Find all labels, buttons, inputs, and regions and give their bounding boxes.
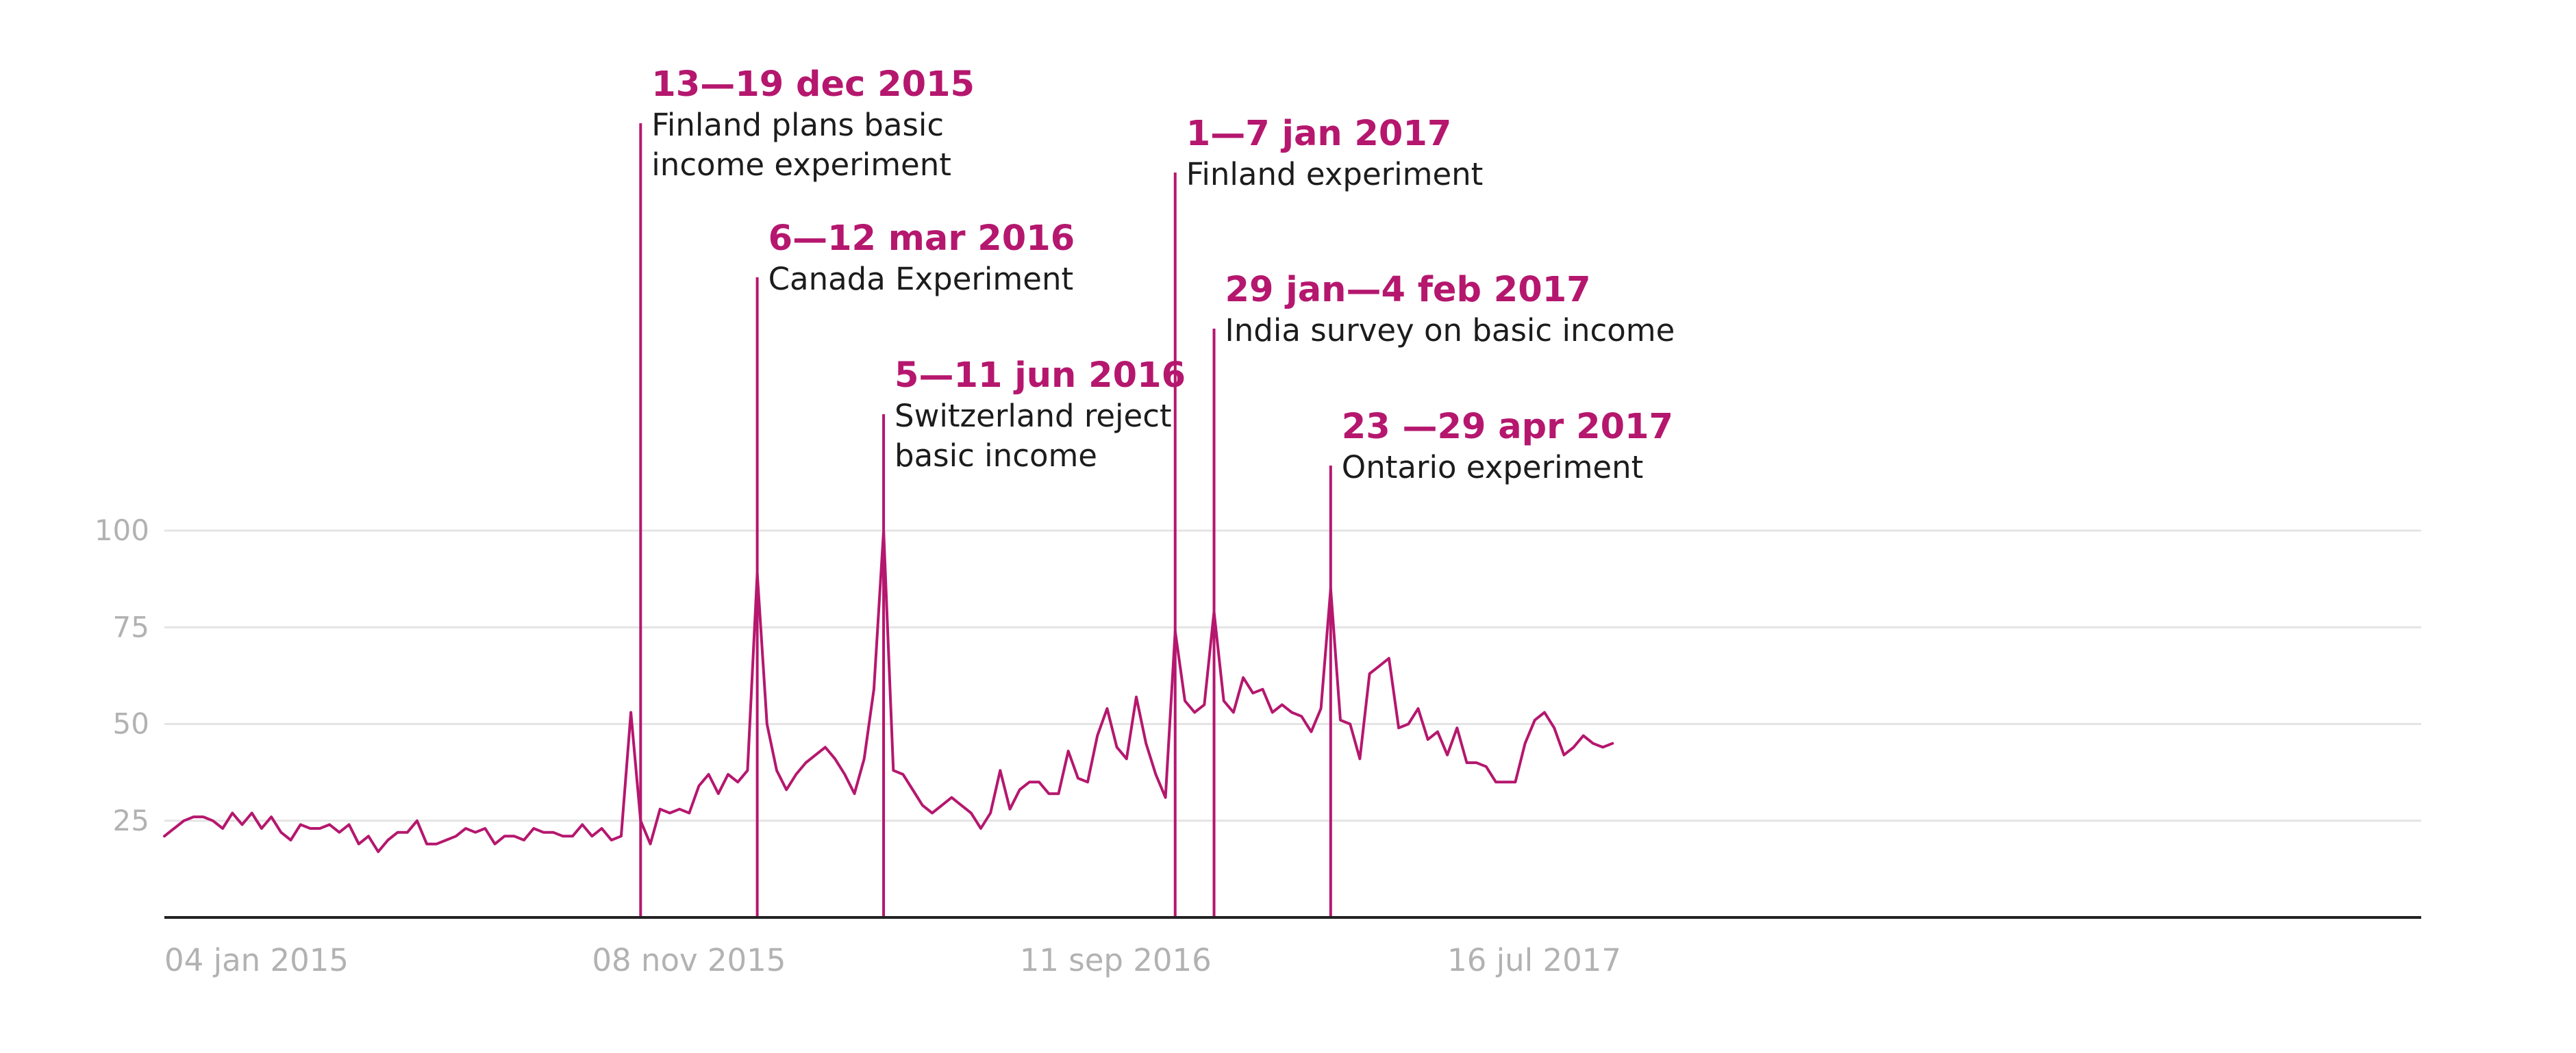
annotation-text: Canada Experiment [768,261,1074,297]
annotation-text: basic income [895,437,1097,474]
annotation-text: Finland plans basic [651,107,944,143]
y-tick-label: 50 [113,707,149,741]
x-tick-label: 16 jul 2017 [1447,942,1621,978]
annotation-text: income experiment [651,147,951,183]
series-layer [163,529,1614,853]
y-tick-label: 100 [95,513,149,547]
y-tick-label: 75 [113,610,149,644]
annotation-date: 5—11 jun 2016 [895,355,1186,396]
annotation-text: Finland experiment [1186,156,1484,192]
x-tick-label: 11 sep 2016 [1020,942,1212,978]
annotation-text: Switzerland reject [895,398,1172,434]
annotation-text: Ontario experiment [1342,449,1643,485]
annotation-date: 13—19 dec 2015 [651,64,975,105]
x-tick-label: 04 jan 2015 [164,942,349,978]
y-tick-label: 25 [113,804,149,837]
y-tick-labels: 25 50 75 100 [95,513,149,837]
grid-layer [164,529,2421,822]
x-tick-label: 08 nov 2015 [592,942,786,978]
annotation-text: India survey on basic income [1225,312,1675,348]
annotation-date: 1—7 jan 2017 [1186,114,1452,154]
x-tick-labels: 04 jan 2015 08 nov 2015 11 sep 2016 16 jul … [164,942,1621,978]
annotation-date: 29 jan—4 feb 2017 [1225,270,1591,310]
annotation-date: 6—12 mar 2016 [768,218,1075,259]
series-line [163,529,1614,853]
annotation-date: 23 —29 apr 2017 [1342,407,1673,447]
